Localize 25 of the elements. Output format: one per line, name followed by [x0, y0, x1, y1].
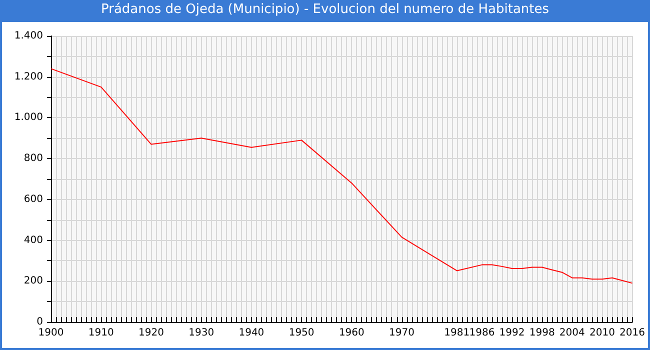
x-tick-label: 1920 — [138, 328, 164, 338]
chart-title: Prádanos de Ojeda (Municipio) - Evolucion del numero de Habitantes — [2, 2, 648, 22]
x-tick-label: 1970 — [389, 328, 414, 338]
x-tick-label: 1950 — [288, 328, 314, 338]
x-tick-label: 1900 — [38, 328, 64, 338]
y-tick-label: 1.000 — [14, 112, 43, 124]
x-tick-label: 1981 — [444, 328, 470, 338]
y-tick-label: 1.400 — [14, 30, 43, 42]
x-tick-label: 1998 — [529, 328, 555, 338]
y-tick-label: 400 — [24, 234, 43, 246]
x-tick-label: 2016 — [620, 328, 645, 338]
x-tick-label: 2004 — [559, 328, 585, 338]
x-tick-label: 1930 — [188, 328, 214, 338]
x-tick-label: 2010 — [589, 328, 615, 338]
y-tick-label: 0 — [36, 316, 43, 328]
line-series — [50, 68, 633, 284]
y-tick-label: 600 — [24, 194, 43, 205]
y-tick-label: 800 — [24, 153, 43, 164]
x-tick-label: 1940 — [238, 328, 264, 338]
y-tick-label: 1.200 — [14, 71, 43, 82]
y-tick-label: 200 — [24, 276, 43, 287]
x-tick-label: 1910 — [88, 328, 114, 338]
x-tick-label: 1960 — [338, 328, 364, 338]
x-tick-label: 1986 — [469, 328, 495, 338]
x-tick-label: 1992 — [499, 328, 525, 338]
